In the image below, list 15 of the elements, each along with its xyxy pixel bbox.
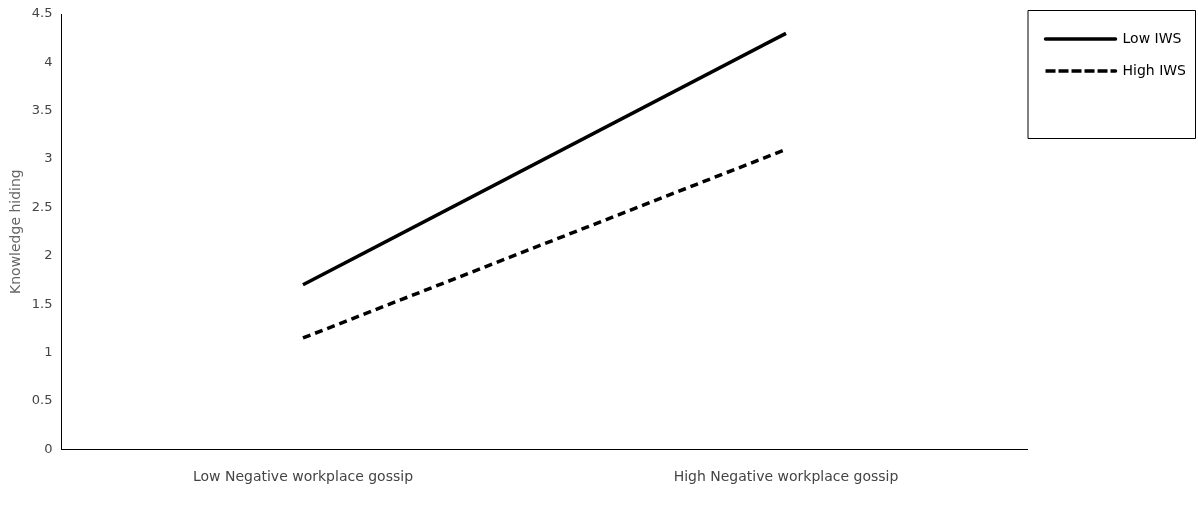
- y-tick-label: 4: [44, 53, 53, 69]
- y-tick-label: 3: [44, 150, 53, 166]
- legend-label: High IWS: [1122, 61, 1187, 78]
- x-tick-label: Low Negative workplace gossip: [192, 468, 414, 485]
- y-tick-label: 4.5: [31, 5, 53, 21]
- legend-label: Low IWS: [1122, 29, 1182, 46]
- y-tick-label: 3.5: [31, 102, 53, 118]
- y-tick-label: 0.5: [31, 392, 53, 408]
- y-axis-title: Knowledge hiding: [7, 169, 24, 294]
- y-tick-label: 0: [44, 440, 53, 456]
- x-tick-label: High Negative workplace gossip: [673, 468, 899, 485]
- y-tick-label: 1: [44, 343, 53, 359]
- y-tick-label: 2: [44, 247, 53, 263]
- y-tick-label: 2.5: [31, 198, 53, 214]
- y-tick-label: 1.5: [31, 295, 53, 311]
